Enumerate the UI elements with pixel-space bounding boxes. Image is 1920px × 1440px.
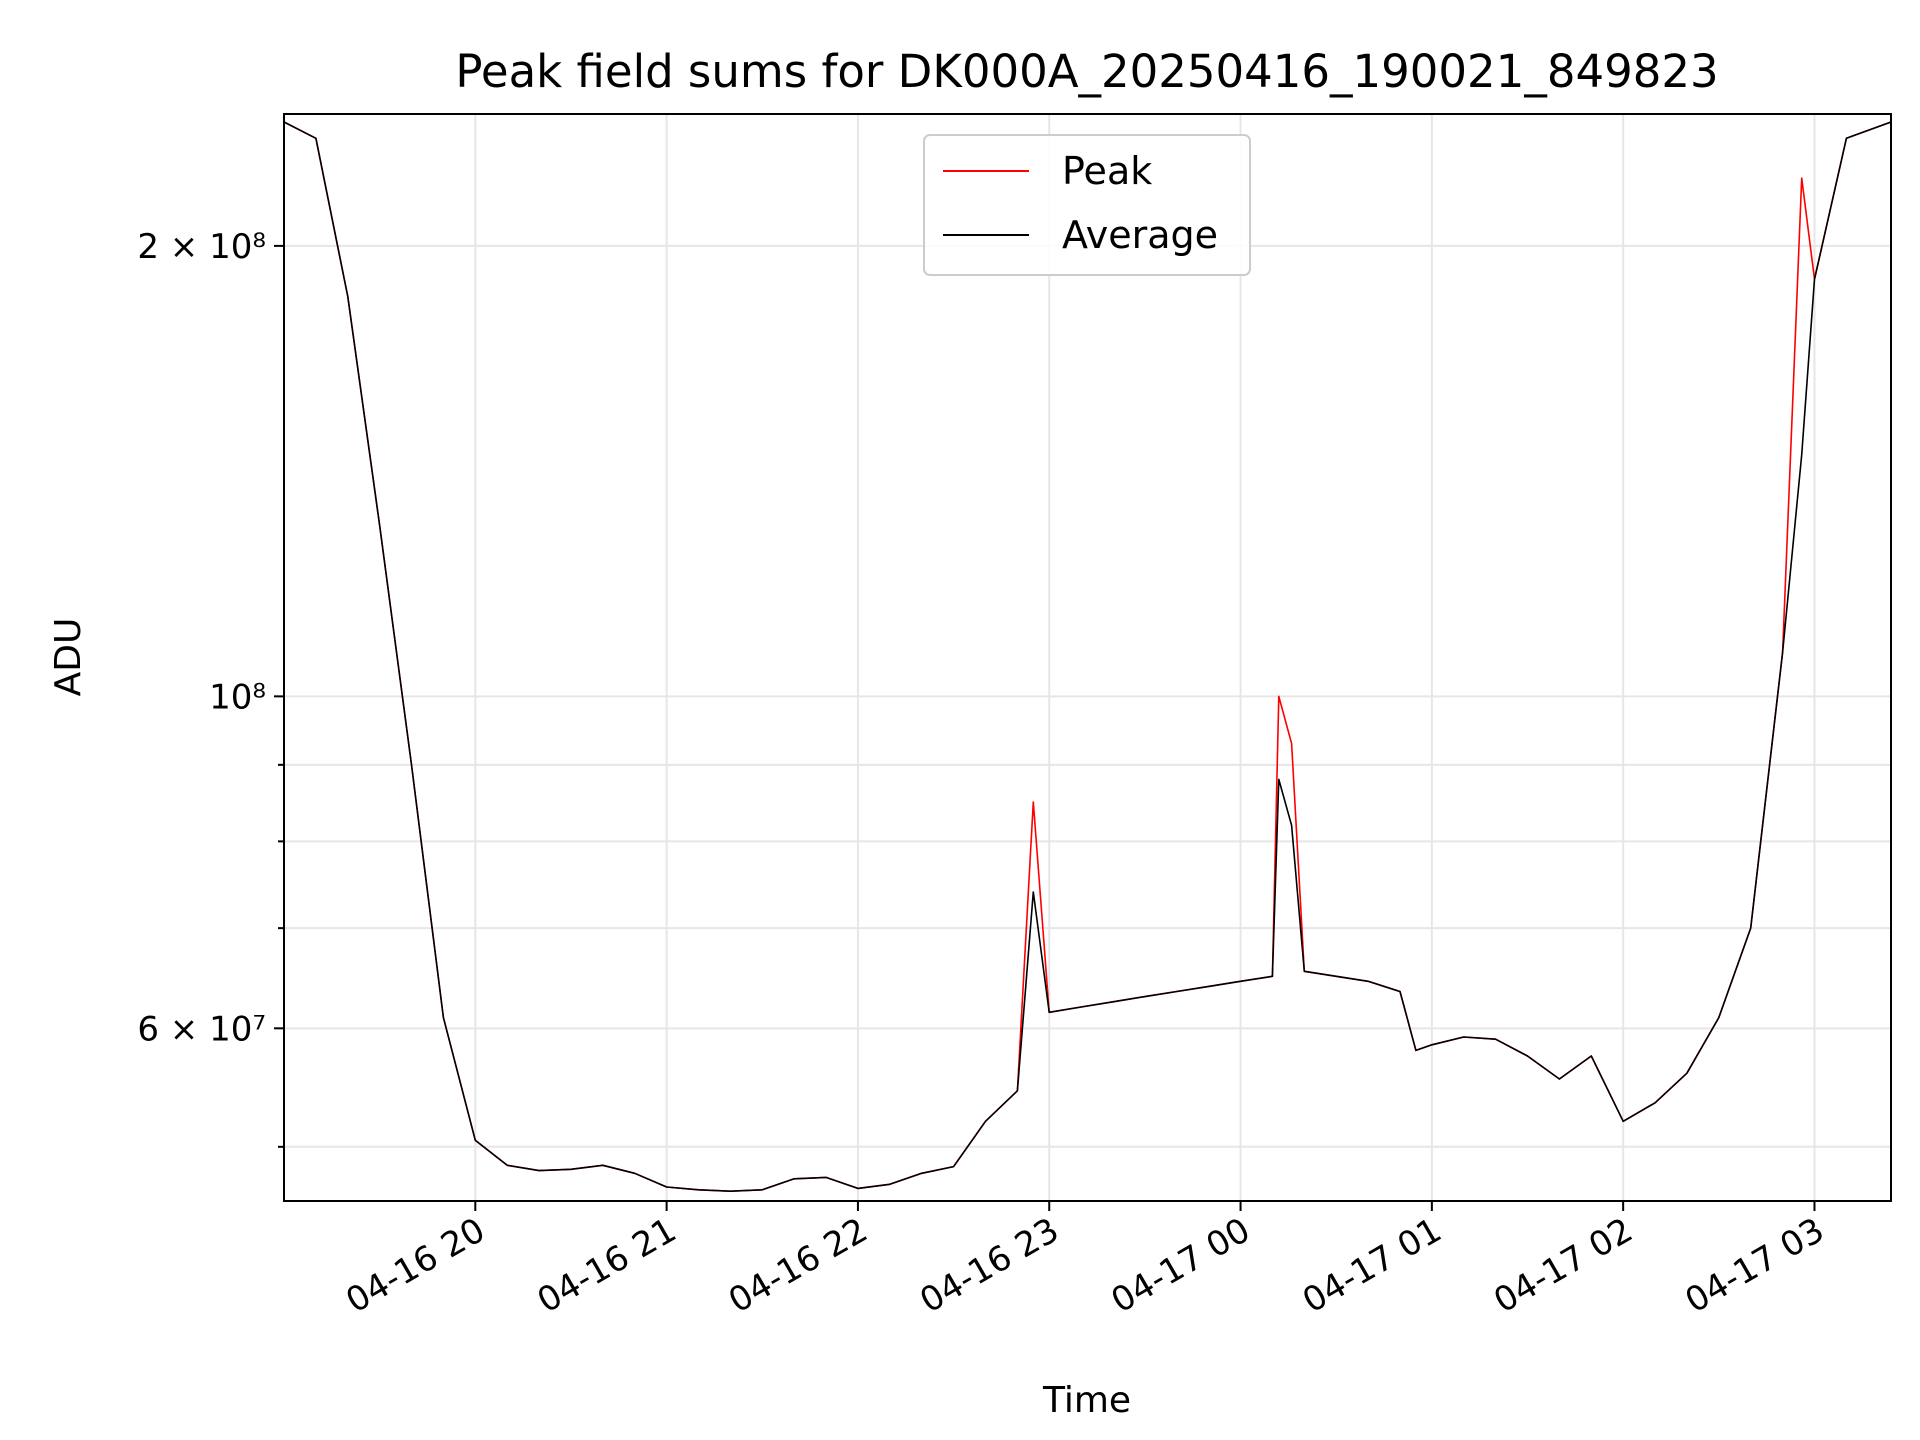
y-tick-label: 6 × 10⁷ — [137, 1009, 266, 1049]
legend-label-peak: Peak — [1062, 149, 1152, 193]
series-layer — [283, 121, 1892, 1192]
chart-title: Peak field sums for DK000A_20250416_1900… — [455, 45, 1718, 98]
y-tick-label: 10⁸ — [209, 677, 266, 717]
x-axis-label: Time — [1042, 1380, 1131, 1421]
legend-label-average: Average — [1062, 213, 1218, 257]
legend: Peak Average — [923, 134, 1251, 276]
plot-frame — [283, 113, 1892, 1202]
series-line-average — [283, 121, 1892, 1192]
y-axis: 6 × 10⁷ 10⁸ 2 × 10⁸ — [137, 227, 284, 1148]
y-axis-label: ADU — [48, 618, 89, 697]
y-tick-label: 2 × 10⁸ — [137, 227, 266, 267]
